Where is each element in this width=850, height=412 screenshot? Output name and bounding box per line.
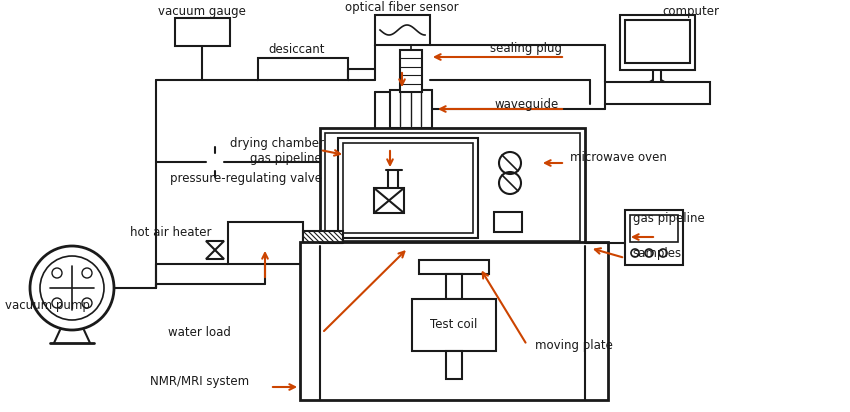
Text: NMR/MRI system: NMR/MRI system bbox=[150, 375, 249, 389]
Bar bbox=[338, 138, 478, 238]
Bar bbox=[400, 50, 422, 92]
Text: optical fiber sensor: optical fiber sensor bbox=[345, 0, 459, 14]
Bar bbox=[390, 90, 432, 128]
Text: desiccant: desiccant bbox=[268, 42, 325, 56]
Bar bbox=[374, 188, 404, 213]
Bar bbox=[446, 351, 462, 379]
Text: vacuum gauge: vacuum gauge bbox=[158, 5, 246, 17]
Text: water load: water load bbox=[168, 326, 231, 339]
Text: vacuum pump: vacuum pump bbox=[5, 300, 90, 312]
Bar bbox=[620, 15, 695, 70]
Text: pressure-regulating valve: pressure-regulating valve bbox=[170, 171, 322, 185]
Bar bbox=[625, 210, 683, 265]
Bar bbox=[320, 128, 585, 246]
Bar bbox=[605, 82, 710, 104]
Text: gas pipeline: gas pipeline bbox=[633, 211, 705, 225]
Text: moving plate: moving plate bbox=[535, 339, 613, 351]
Text: hot air heater: hot air heater bbox=[130, 225, 212, 239]
Text: sealing plug: sealing plug bbox=[490, 42, 562, 54]
Bar bbox=[258, 58, 348, 80]
Bar bbox=[375, 15, 430, 45]
Bar bbox=[630, 215, 678, 242]
Bar bbox=[300, 242, 608, 400]
Text: Test coil: Test coil bbox=[430, 318, 478, 332]
Bar bbox=[446, 274, 462, 299]
Text: drying chamber: drying chamber bbox=[230, 136, 324, 150]
Bar bbox=[228, 222, 303, 264]
Bar bbox=[175, 18, 230, 46]
Text: samples: samples bbox=[632, 246, 681, 260]
Bar bbox=[343, 143, 473, 233]
Text: microwave oven: microwave oven bbox=[570, 150, 667, 164]
Text: waveguide: waveguide bbox=[495, 98, 559, 110]
Bar bbox=[325, 133, 580, 241]
Text: gas pipeline: gas pipeline bbox=[250, 152, 322, 164]
Bar bbox=[494, 212, 522, 232]
Bar bbox=[303, 231, 343, 255]
Bar bbox=[625, 20, 690, 63]
Bar bbox=[419, 260, 489, 274]
Text: computer: computer bbox=[662, 5, 719, 17]
Bar bbox=[412, 299, 496, 351]
